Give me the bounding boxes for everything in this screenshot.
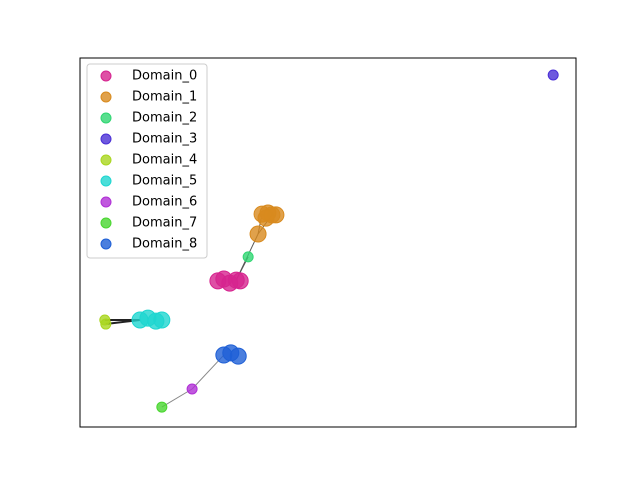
legend-marker xyxy=(100,175,112,187)
legend-label: Domain_8 xyxy=(132,237,197,252)
legend: Domain_0 Domain_1 Domain_2 Domain_3 Domain_4… xyxy=(86,63,208,259)
legend-marker xyxy=(100,154,112,166)
point xyxy=(156,401,168,413)
point xyxy=(231,272,249,290)
point xyxy=(186,383,198,395)
legend-marker xyxy=(100,70,112,82)
legend-label: Domain_2 xyxy=(132,111,197,126)
point xyxy=(153,311,171,329)
legend-label: Domain_6 xyxy=(132,195,197,210)
legend-label: Domain_7 xyxy=(132,216,197,231)
legend-marker xyxy=(100,196,112,208)
legend-label: Domain_0 xyxy=(132,69,197,84)
legend-marker xyxy=(100,133,112,145)
legend-label: Domain_1 xyxy=(132,90,197,105)
point xyxy=(229,347,247,365)
legend-label: Domain_4 xyxy=(132,153,197,168)
point xyxy=(100,318,112,330)
legend-box xyxy=(86,63,208,259)
legend-marker xyxy=(100,217,112,229)
legend-marker xyxy=(100,112,112,124)
point xyxy=(242,251,254,263)
legend-label: Domain_5 xyxy=(132,174,197,189)
plot-frame xyxy=(79,57,577,428)
point xyxy=(257,209,275,227)
legend-marker xyxy=(100,91,112,103)
edge xyxy=(161,388,193,408)
legend-label: Domain_3 xyxy=(132,132,197,147)
legend-marker xyxy=(100,238,112,250)
point xyxy=(547,69,559,81)
points xyxy=(99,69,559,413)
point xyxy=(249,225,267,243)
